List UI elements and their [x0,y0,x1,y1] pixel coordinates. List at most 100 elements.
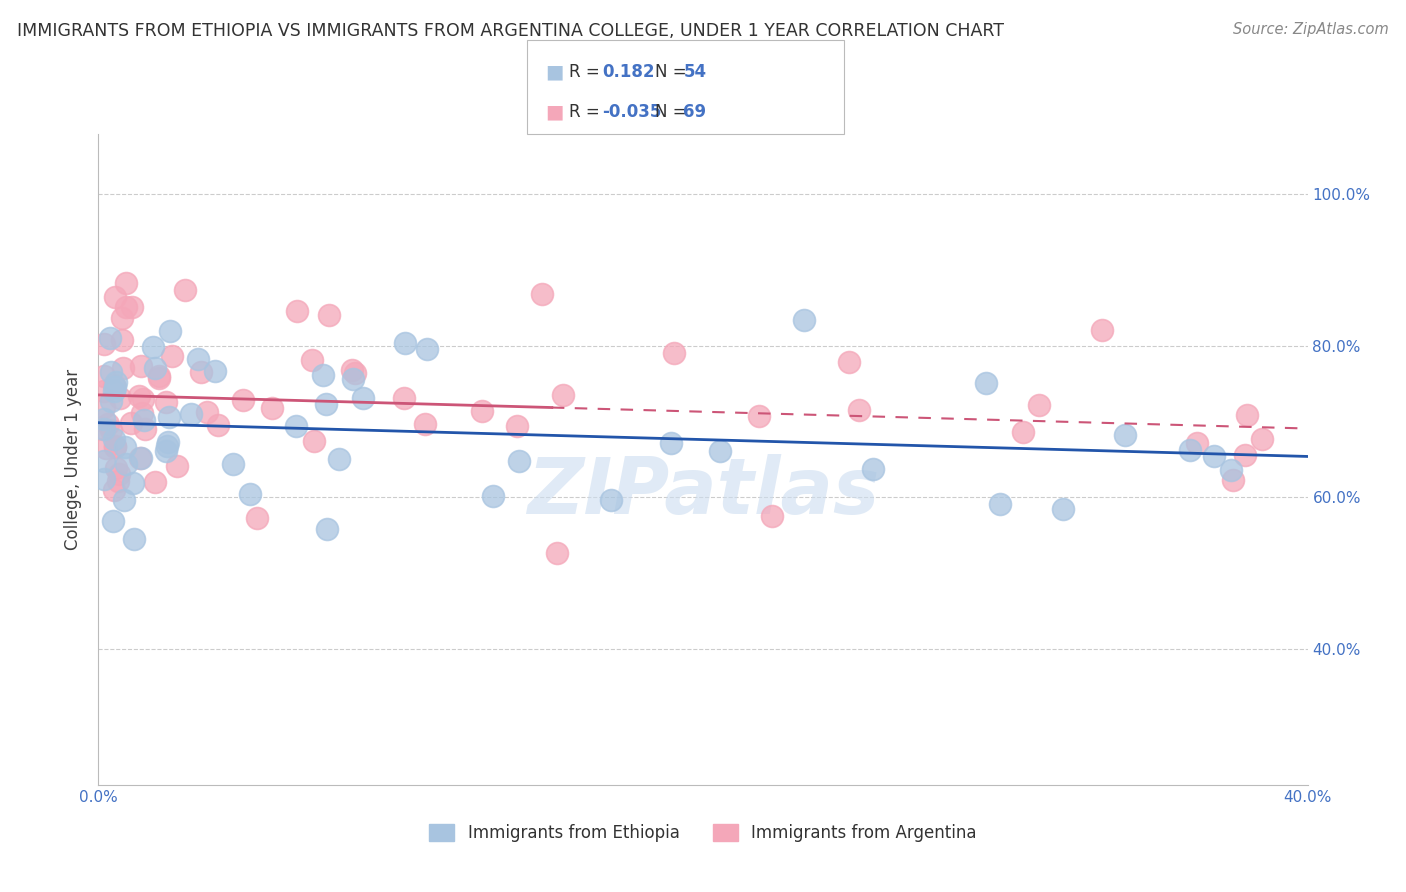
Point [222,457,245,471]
Point [1178,442,1201,457]
Point [413,417,436,432]
Text: ■: ■ [546,62,564,81]
Point [197,405,219,419]
Point [481,489,503,503]
Text: 54: 54 [683,62,706,80]
Point [100,365,122,379]
Point [342,371,364,385]
Point [104,440,127,454]
Point [114,440,136,454]
Point [352,391,374,405]
Point [316,522,339,536]
Point [131,392,153,407]
Point [103,377,125,392]
Text: 69: 69 [683,103,706,121]
Point [471,404,494,418]
Point [709,444,731,458]
Y-axis label: College, Under 1 year: College, Under 1 year [65,368,83,550]
Point [793,313,815,327]
Point [551,388,574,402]
Point [392,391,415,405]
Point [190,366,212,380]
Point [207,417,229,432]
Point [148,371,170,385]
Point [129,450,152,465]
Point [187,351,209,366]
Point [98,330,121,344]
Point [100,423,122,437]
Point [328,451,350,466]
Point [1219,463,1241,477]
Point [394,336,416,351]
Point [301,353,323,368]
Point [990,497,1012,511]
Point [342,363,364,377]
Text: 0.182: 0.182 [602,62,654,80]
Point [128,389,150,403]
Point [315,397,337,411]
Point [103,483,125,497]
Text: N =: N = [655,62,692,80]
Point [94,442,117,456]
Point [104,439,127,453]
Point [246,511,269,525]
Point [122,476,145,491]
Point [1234,448,1257,462]
Point [114,493,136,508]
Point [97,417,120,432]
Point [111,310,134,325]
Point [974,376,997,390]
Point [93,472,115,486]
Point [761,509,783,524]
Point [1185,436,1208,450]
Point [180,407,202,421]
Text: R =: R = [569,103,606,121]
Point [105,375,128,389]
Point [101,514,124,528]
Point [156,439,179,453]
Point [114,300,136,314]
Point [103,432,125,446]
Point [232,392,254,407]
Point [112,360,135,375]
Point [862,462,884,476]
Text: R =: R = [569,62,606,80]
Point [114,458,136,472]
Point [93,412,115,426]
Point [129,359,152,373]
Text: IMMIGRANTS FROM ETHIOPIA VS IMMIGRANTS FROM ARGENTINA COLLEGE, UNDER 1 YEAR CORR: IMMIGRANTS FROM ETHIOPIA VS IMMIGRANTS F… [17,22,1004,40]
Point [531,287,554,301]
Point [143,360,166,375]
Text: -0.035: -0.035 [602,103,661,121]
Point [93,368,115,383]
Point [1091,323,1114,337]
Point [285,304,308,318]
Point [285,419,308,434]
Point [93,400,115,414]
Point [318,308,340,322]
Point [416,343,439,357]
Point [659,435,682,450]
Point [148,368,170,383]
Point [111,333,134,347]
Point [121,300,143,314]
Point [134,413,156,427]
Point [134,422,156,436]
Point [1028,398,1050,412]
Point [204,364,226,378]
Point [159,324,181,338]
Text: N =: N = [655,103,692,121]
Point [93,384,115,398]
Point [157,409,180,424]
Point [506,419,529,434]
Point [748,409,770,423]
Point [104,290,127,304]
Point [103,384,125,398]
Point [312,368,335,383]
Point [1012,425,1035,439]
Legend: Immigrants from Ethiopia, Immigrants from Argentina: Immigrants from Ethiopia, Immigrants fro… [429,823,977,842]
Point [108,391,131,405]
Point [104,461,127,475]
Point [122,532,145,546]
Point [260,401,283,415]
